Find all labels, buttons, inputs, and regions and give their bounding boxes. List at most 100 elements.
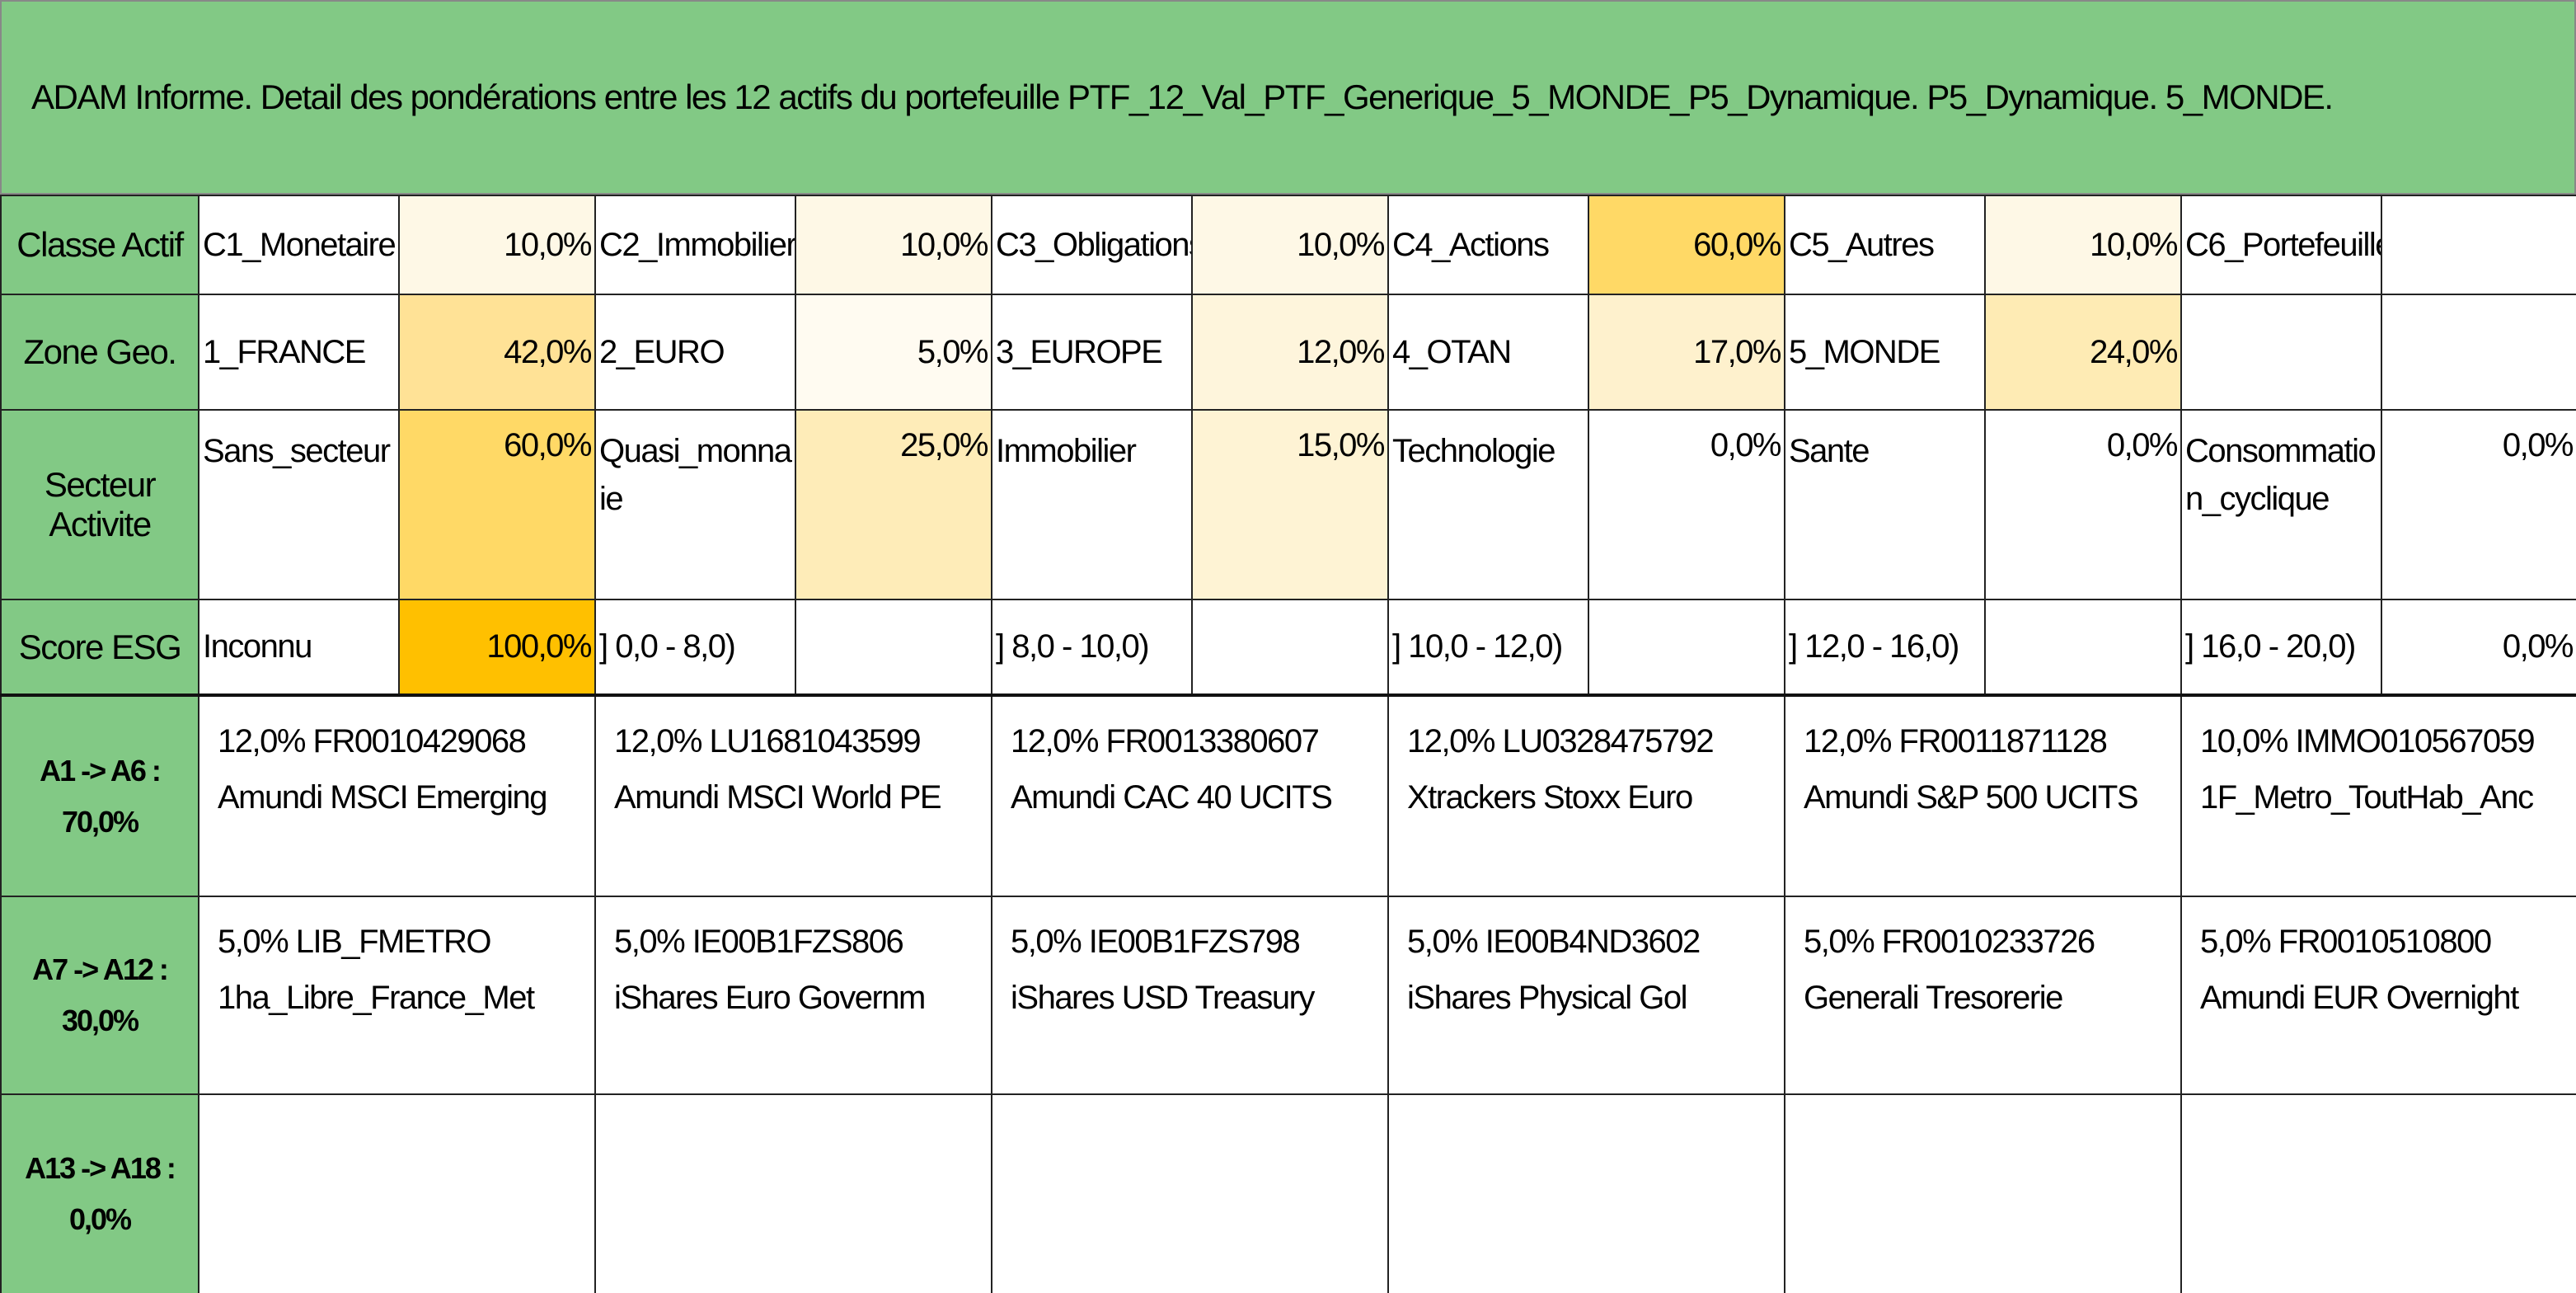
cell-name: 4_OTAN [1387,294,1589,411]
asset-range: A13 -> A18 : [25,1151,176,1185]
asset-cell: 10,0% IMMO010567059 1F_Metro_ToutHab_Anc [2180,694,2576,897]
cell-name: Inconnu [198,599,400,697]
cell-value: 10,0% [398,195,596,295]
cell-name: Quasi_monnaie [594,409,796,600]
asset-name: Amundi MSCI Emerging [218,779,548,816]
empty-cell [2180,1093,2576,1293]
row-label: Zone Geo. [0,294,199,411]
cell-name: Technologie [1387,409,1589,600]
empty-cell [2381,195,2576,295]
cell-name: Consommation_cyclique [2180,409,2382,600]
cell-value: 12,0% [1191,294,1389,411]
asset-id: 12,0% LU1681043599 [614,723,922,759]
cell-value: 15,0% [1191,409,1389,600]
asset-cell: 5,0% FR0010233726 Generali Tresorerie [1784,896,2182,1095]
cell-value: 17,0% [1588,294,1785,411]
asset-name: 1F_Metro_ToutHab_Anc [2200,779,2534,816]
asset-id: 5,0% FR0010233726 [1804,924,2095,960]
cell-name: Sans_secteur [198,409,400,600]
asset-cell: 5,0% IE00B4ND3602 iShares Physical Gol [1387,896,1785,1095]
row-label: Secteur Activite [0,409,199,600]
empty-cell [2180,294,2382,411]
asset-cell: 5,0% IE00B1FZS806 iShares Euro Governm [594,896,992,1095]
asset-id: 12,0% LU0328475792 [1407,723,1715,759]
asset-id: 5,0% LIB_FMETRO [218,924,491,960]
cell-name: 1_FRANCE [198,294,400,411]
empty-cell [991,1093,1389,1293]
asset-row: A7 -> A12 : 30,0% 5,0% LIB_FMETRO 1ha_Libre… [0,896,2576,1095]
asset-name: Generali Tresorerie [1804,980,2063,1016]
empty-cell [1588,599,1785,697]
asset-name: Xtrackers Stoxx Euro [1407,779,1693,816]
row: Secteur Activite Sans_secteur 60,0% Quasi_m… [0,409,2576,600]
cell-name: Sante [1784,409,1986,600]
empty-cell [1784,1093,2182,1293]
asset-name: iShares USD Treasury [1011,980,1315,1016]
asset-id: 12,0% FR0013380607 [1011,723,1320,759]
asset-total: 70,0% [61,804,139,839]
cell-name: 3_EUROPE [991,294,1193,411]
asset-id: 12,0% FR0011871128 [1804,723,2108,759]
asset-cell: 5,0% IE00B1FZS798 iShares USD Treasury [991,896,1389,1095]
cell-name: C3_Obligations [991,195,1193,295]
empty-cell [795,599,992,697]
cell-name: ] 8,0 - 10,0) [991,599,1193,697]
cell-value: 60,0% [398,409,596,600]
asset-name: Amundi S&P 500 UCITS [1804,779,2139,816]
row: Classe Actif C1_Monetaire 10,0% C2_Immobili… [0,195,2576,295]
cell-name: C6_Portefeuille [2180,195,2382,295]
title: ADAM Informe. Detail des pondérations en… [0,0,2576,195]
empty-cell [198,1093,596,1293]
asset-label: A1 -> A6 : 70,0% [0,694,199,897]
row: Zone Geo. 1_FRANCE 42,0% 2_EURO 5,0% 3_EUROPE… [0,294,2576,411]
cell-value: 0,0% [1588,409,1785,600]
empty-cell [1191,599,1389,697]
row-label: Score ESG [0,599,199,697]
asset-range: A7 -> A12 : [32,952,169,986]
asset-total: 30,0% [61,1004,139,1037]
asset-cell: 12,0% FR0010429068 Amundi MSCI Emerging [198,694,596,897]
empty-cell [2381,294,2576,411]
asset-name: iShares Physical Gol [1407,980,1688,1016]
row: Score ESG Inconnu 100,0%] 0,0 - 8,0) ] 8,0 … [0,599,2576,697]
weights-table: Classe Actif C1_Monetaire 10,0% C2_Immobili… [0,195,2576,1293]
cell-value: 10,0% [795,195,992,295]
cell-name: C4_Actions [1387,195,1589,295]
asset-id: 5,0% IE00B4ND3602 [1407,924,1701,960]
cell-value: 42,0% [398,294,596,411]
asset-name: Amundi EUR Overnight [2200,980,2519,1016]
cell-name: 2_EURO [594,294,796,411]
cell-value: 0,0% [2381,409,2576,600]
cell-name: C2_Immobilier [594,195,796,295]
asset-id: 5,0% IE00B1FZS806 [614,924,904,960]
asset-total: 0,0% [68,1202,132,1236]
cell-value: 0,0% [2381,599,2576,697]
cell-value: 5,0% [795,294,992,411]
empty-cell [1387,1093,1785,1293]
asset-name: Amundi CAC 40 UCITS [1011,779,1333,816]
asset-cell: 12,0% FR0011871128 Amundi S&P 500 UCITS [1784,694,2182,897]
asset-id: 12,0% FR0010429068 [218,723,527,759]
cell-value: 10,0% [1191,195,1389,295]
cell-value: 24,0% [1984,294,2182,411]
cell-value: 60,0% [1588,195,1785,295]
cell-name: Immobilier [991,409,1193,600]
asset-cell: 12,0% LU1681043599 Amundi MSCI World PE [594,694,992,897]
asset-name: 1ha_Libre_France_Met [218,980,535,1016]
cell-value: 100,0% [398,599,596,697]
cell-value: 0,0% [1984,409,2182,600]
asset-cell: 5,0% LIB_FMETRO 1ha_Libre_France_Met [198,896,596,1095]
asset-label: A13 -> A18 : 0,0% [0,1093,199,1293]
asset-name: Amundi MSCI World PE [614,779,942,816]
asset-id: 10,0% IMMO010567059 [2200,723,2536,759]
asset-row: A13 -> A18 : 0,0% [0,1093,2576,1293]
row-label: Classe Actif [0,195,199,295]
empty-cell [594,1093,992,1293]
empty-cell [1984,599,2182,697]
cell-name: 5_MONDE [1784,294,1986,411]
cell-name: ] 12,0 - 16,0) [1784,599,1986,697]
cell-name: ] 0,0 - 8,0) [594,599,796,697]
asset-cell: 5,0% FR0010510800 Amundi EUR Overnight [2180,896,2576,1095]
asset-id: 5,0% IE00B1FZS798 [1011,924,1301,960]
